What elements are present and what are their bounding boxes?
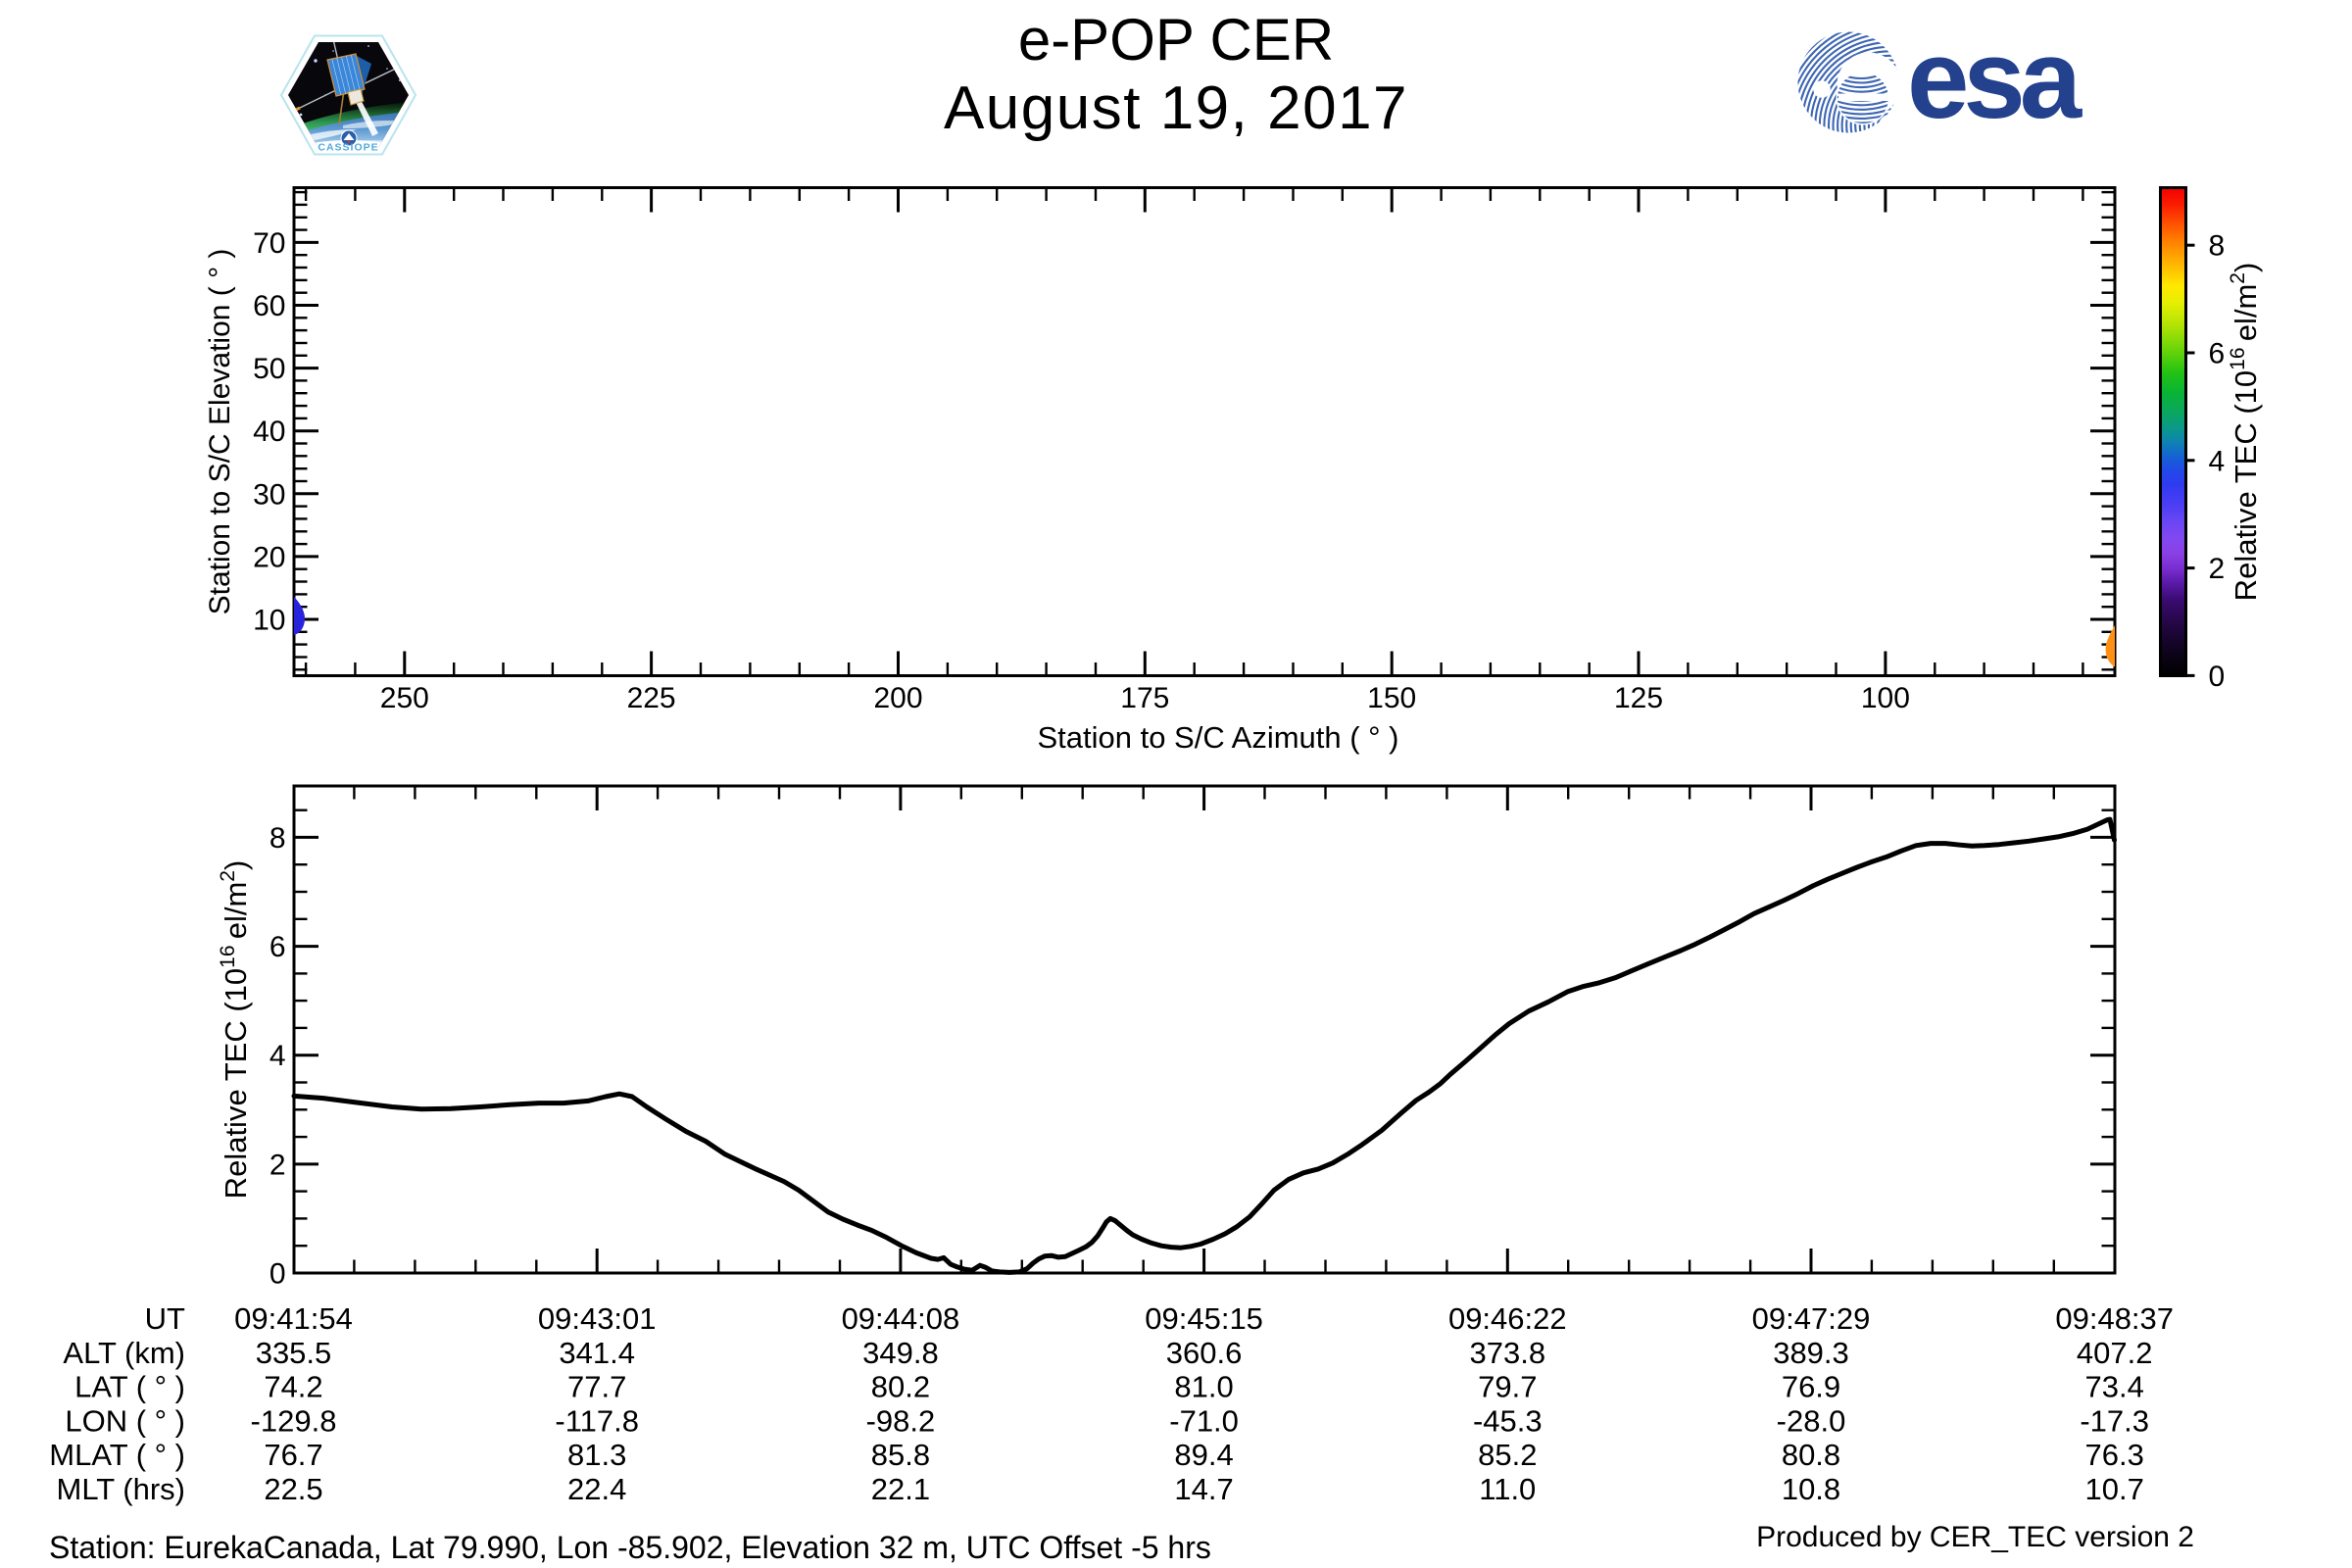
svg-text:Produced by CER_TEC version 2: Produced by CER_TEC version 2 — [1756, 1521, 2194, 1553]
svg-text:MLT (hrs): MLT (hrs) — [57, 1472, 185, 1506]
svg-text:100: 100 — [1861, 682, 1910, 714]
svg-text:341.4: 341.4 — [559, 1336, 635, 1370]
svg-text:2: 2 — [270, 1149, 286, 1181]
svg-text:360.6: 360.6 — [1166, 1336, 1243, 1370]
svg-text:-98.2: -98.2 — [866, 1403, 936, 1438]
svg-text:10.8: 10.8 — [1782, 1472, 1840, 1506]
svg-text:e-POP CER: e-POP CER — [1018, 7, 1334, 73]
svg-text:09:41:54: 09:41:54 — [234, 1301, 353, 1336]
svg-text:70: 70 — [253, 227, 285, 260]
svg-text:335.5: 335.5 — [256, 1336, 332, 1370]
svg-text:0: 0 — [270, 1258, 286, 1291]
svg-text:85.2: 85.2 — [1478, 1438, 1537, 1472]
svg-text:81.3: 81.3 — [567, 1438, 626, 1472]
svg-text:09:43:01: 09:43:01 — [538, 1301, 657, 1336]
svg-text:MLAT ( ° ): MLAT ( ° ) — [49, 1438, 185, 1472]
svg-text:Station to S/C Azimuth ( ° ): Station to S/C Azimuth ( ° ) — [1037, 720, 1398, 755]
svg-text:150: 150 — [1367, 682, 1416, 714]
svg-text:8: 8 — [270, 822, 286, 855]
svg-text:22.5: 22.5 — [264, 1472, 322, 1506]
svg-text:LON ( ° ): LON ( ° ) — [65, 1403, 185, 1438]
svg-text:LAT ( ° ): LAT ( ° ) — [74, 1370, 185, 1404]
svg-text:Station to S/C Elevation ( ° ): Station to S/C Elevation ( ° ) — [204, 249, 236, 615]
svg-text:407.2: 407.2 — [2077, 1336, 2153, 1370]
svg-text:09:45:15: 09:45:15 — [1145, 1301, 1263, 1336]
svg-text:esa: esa — [1907, 18, 2083, 142]
svg-text:-71.0: -71.0 — [1169, 1403, 1239, 1438]
svg-text:-117.8: -117.8 — [555, 1403, 639, 1438]
svg-text:10: 10 — [253, 605, 285, 637]
svg-text:389.3: 389.3 — [1773, 1336, 1849, 1370]
svg-text:09:48:37: 09:48:37 — [2055, 1301, 2174, 1336]
svg-text:-45.3: -45.3 — [1473, 1403, 1543, 1438]
svg-text:81.0: 81.0 — [1174, 1370, 1233, 1404]
svg-text:200: 200 — [873, 682, 922, 714]
svg-text:09:47:29: 09:47:29 — [1752, 1301, 1871, 1336]
svg-text:09:46:22: 09:46:22 — [1448, 1301, 1567, 1336]
svg-text:349.8: 349.8 — [862, 1336, 939, 1370]
svg-text:30: 30 — [253, 478, 285, 511]
svg-text:22.4: 22.4 — [567, 1472, 626, 1506]
svg-text:4: 4 — [270, 1040, 286, 1072]
svg-text:250: 250 — [380, 682, 429, 714]
svg-text:79.7: 79.7 — [1478, 1370, 1537, 1404]
svg-text:373.8: 373.8 — [1470, 1336, 1546, 1370]
svg-text:89.4: 89.4 — [1174, 1438, 1233, 1472]
svg-text:Station: EurekaCanada, Lat 79.: Station: EurekaCanada, Lat 79.990, Lon -… — [49, 1530, 1211, 1565]
svg-text:73.4: 73.4 — [2085, 1370, 2144, 1404]
svg-text:6: 6 — [2209, 338, 2226, 370]
svg-text:0: 0 — [2209, 661, 2226, 693]
svg-text:40: 40 — [253, 416, 285, 448]
svg-text:60: 60 — [253, 290, 285, 322]
svg-text:8: 8 — [2209, 230, 2226, 263]
svg-text:225: 225 — [627, 682, 676, 714]
svg-text:August 19, 2017: August 19, 2017 — [944, 74, 1408, 142]
svg-text:-28.0: -28.0 — [1777, 1403, 1846, 1438]
svg-text:09:44:08: 09:44:08 — [842, 1301, 960, 1336]
svg-text:CASSIOPE: CASSIOPE — [318, 142, 378, 154]
svg-text:10.7: 10.7 — [2085, 1472, 2144, 1506]
svg-text:Relative TEC (1016 el/m2): Relative TEC (1016 el/m2) — [2227, 263, 2263, 602]
svg-text:11.0: 11.0 — [1479, 1472, 1536, 1506]
svg-text:-17.3: -17.3 — [2080, 1403, 2149, 1438]
svg-text:-129.8: -129.8 — [251, 1403, 337, 1438]
svg-text:80.8: 80.8 — [1782, 1438, 1840, 1472]
svg-text:125: 125 — [1614, 682, 1663, 714]
svg-text:14.7: 14.7 — [1174, 1472, 1233, 1506]
svg-text:85.8: 85.8 — [871, 1438, 930, 1472]
svg-text:175: 175 — [1120, 682, 1169, 714]
svg-text:76.9: 76.9 — [1782, 1370, 1840, 1404]
svg-text:UT: UT — [145, 1301, 185, 1336]
svg-text:80.2: 80.2 — [871, 1370, 930, 1404]
svg-text:74.2: 74.2 — [264, 1370, 322, 1404]
svg-text:4: 4 — [2209, 445, 2226, 477]
svg-text:6: 6 — [270, 931, 286, 963]
svg-text:ALT (km): ALT (km) — [63, 1336, 185, 1370]
svg-text:76.7: 76.7 — [264, 1438, 322, 1472]
svg-text:20: 20 — [253, 541, 285, 573]
svg-text:50: 50 — [253, 353, 285, 385]
svg-text:76.3: 76.3 — [2085, 1438, 2144, 1472]
svg-text:77.7: 77.7 — [567, 1370, 626, 1404]
svg-text:2: 2 — [2209, 553, 2226, 585]
svg-text:22.1: 22.1 — [871, 1472, 930, 1506]
svg-text:Relative TEC (1016 el/m2): Relative TEC (1016 el/m2) — [217, 860, 253, 1200]
